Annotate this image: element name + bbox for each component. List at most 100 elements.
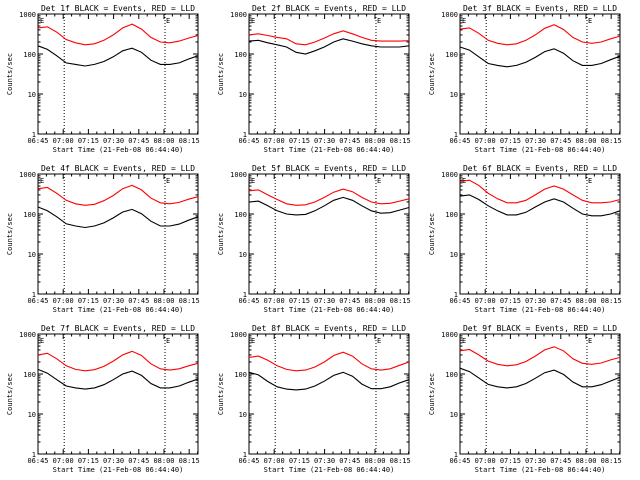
event-marker: E (166, 177, 170, 185)
lld-rate-line (459, 346, 621, 367)
x-tick-label: 08:15 (179, 457, 200, 465)
events-rate-line (459, 194, 621, 217)
y-tick-label: 1 (454, 451, 458, 459)
y-axis-label: Counts/sec (6, 373, 14, 415)
event-marker: E (462, 17, 466, 25)
y-tick-label: 1000 (19, 11, 36, 19)
event-marker: E (377, 17, 381, 25)
y-tick-label: 1 (243, 291, 247, 299)
x-tick-label: 08:00 (575, 457, 596, 465)
y-tick-label: 100 (445, 51, 458, 59)
events-rate-line (37, 368, 199, 390)
plot-frame (459, 333, 621, 455)
x-tick-label: 07:45 (128, 457, 149, 465)
detector-panel: Det 7f BLACK = Events, RED = LLD Start Ti… (6, 324, 200, 474)
x-axis-label: Start Time (21-Feb-08 06:44:40) (53, 146, 184, 154)
events-rate-line (248, 371, 410, 391)
detector-panel: Det 4f BLACK = Events, RED = LLD Start Ti… (6, 164, 200, 314)
events-rate-line (37, 206, 199, 229)
chart-title: Det 5f BLACK = Events, RED = LLD (252, 164, 406, 173)
x-tick-label: 08:00 (153, 457, 174, 465)
x-tick-label: 06:45 (27, 297, 48, 305)
chart-title: Det 9f BLACK = Events, RED = LLD (463, 324, 617, 333)
y-tick-label: 1000 (230, 171, 247, 179)
y-tick-label: 100 (445, 371, 458, 379)
event-marker: E (462, 337, 466, 345)
x-tick-label: 08:15 (390, 457, 411, 465)
event-marker: E (166, 17, 170, 25)
event-marker: E (588, 177, 592, 185)
y-tick-label: 100 (234, 211, 247, 219)
x-tick-label: 08:00 (153, 137, 174, 145)
x-tick-label: 07:00 (475, 137, 496, 145)
chart-title: Det 8f BLACK = Events, RED = LLD (252, 324, 406, 333)
lld-rate-line (459, 24, 621, 46)
lld-rate-line (248, 30, 410, 46)
x-tick-label: 06:45 (238, 137, 259, 145)
x-tick-label: 07:00 (264, 457, 285, 465)
chart-title: Det 6f BLACK = Events, RED = LLD (463, 164, 617, 173)
events-rate-line (459, 46, 621, 68)
event-marker: E (377, 337, 381, 345)
y-tick-label: 1000 (19, 171, 36, 179)
chart-title: Det 7f BLACK = Events, RED = LLD (41, 324, 195, 333)
y-tick-label: 100 (445, 211, 458, 219)
event-marker: E (40, 177, 44, 185)
y-tick-label: 10 (239, 411, 247, 419)
y-tick-label: 1 (32, 451, 36, 459)
lld-rate-line (459, 179, 621, 204)
y-tick-label: 10 (28, 91, 36, 99)
lld-rate-line (37, 23, 199, 46)
x-tick-label: 07:45 (339, 297, 360, 305)
x-tick-label: 07:15 (78, 297, 99, 305)
y-tick-label: 10 (28, 411, 36, 419)
x-tick-label: 06:45 (449, 457, 470, 465)
x-tick-label: 08:00 (575, 297, 596, 305)
plot-frame (248, 333, 410, 455)
y-tick-label: 1000 (230, 331, 247, 339)
y-tick-label: 10 (239, 91, 247, 99)
x-tick-label: 07:30 (525, 137, 546, 145)
y-tick-label: 1 (454, 131, 458, 139)
lld-rate-line (248, 188, 410, 206)
lld-rate-line (248, 351, 410, 372)
x-tick-label: 07:45 (339, 457, 360, 465)
x-tick-label: 07:00 (264, 137, 285, 145)
chart-title: Det 1f BLACK = Events, RED = LLD (41, 4, 195, 13)
chart-title: Det 2f BLACK = Events, RED = LLD (252, 4, 406, 13)
detector-panel: Det 6f BLACK = Events, RED = LLD Start Ti… (428, 164, 622, 314)
detector-panel: Det 3f BLACK = Events, RED = LLD Start Ti… (428, 4, 622, 154)
x-tick-label: 07:15 (500, 297, 521, 305)
events-rate-line (248, 196, 410, 216)
plot-frame (37, 13, 199, 135)
y-tick-label: 1 (243, 131, 247, 139)
x-tick-label: 07:30 (525, 297, 546, 305)
y-tick-label: 1 (32, 131, 36, 139)
detector-panel: Det 5f BLACK = Events, RED = LLD Start Ti… (217, 164, 411, 314)
event-marker: E (588, 17, 592, 25)
x-tick-label: 07:00 (53, 297, 74, 305)
y-tick-label: 1000 (441, 331, 458, 339)
y-tick-label: 1 (32, 291, 36, 299)
event-marker: E (40, 337, 44, 345)
event-marker: E (377, 177, 381, 185)
x-tick-label: 07:30 (314, 297, 335, 305)
x-tick-label: 07:45 (128, 297, 149, 305)
x-tick-label: 07:00 (475, 457, 496, 465)
chart-title: Det 4f BLACK = Events, RED = LLD (41, 164, 195, 173)
x-tick-label: 08:15 (601, 457, 622, 465)
x-tick-label: 07:30 (103, 137, 124, 145)
x-tick-label: 07:30 (103, 457, 124, 465)
x-axis-label: Start Time (21-Feb-08 06:44:40) (53, 306, 184, 314)
events-rate-line (248, 38, 410, 55)
y-tick-label: 1000 (230, 11, 247, 19)
y-axis-label: Counts/sec (217, 53, 225, 95)
x-tick-label: 07:45 (339, 137, 360, 145)
x-tick-label: 06:45 (27, 457, 48, 465)
x-tick-label: 07:30 (525, 457, 546, 465)
event-marker: E (588, 337, 592, 345)
x-tick-label: 08:00 (575, 137, 596, 145)
y-tick-label: 100 (23, 51, 36, 59)
y-axis-label: Counts/sec (217, 373, 225, 415)
